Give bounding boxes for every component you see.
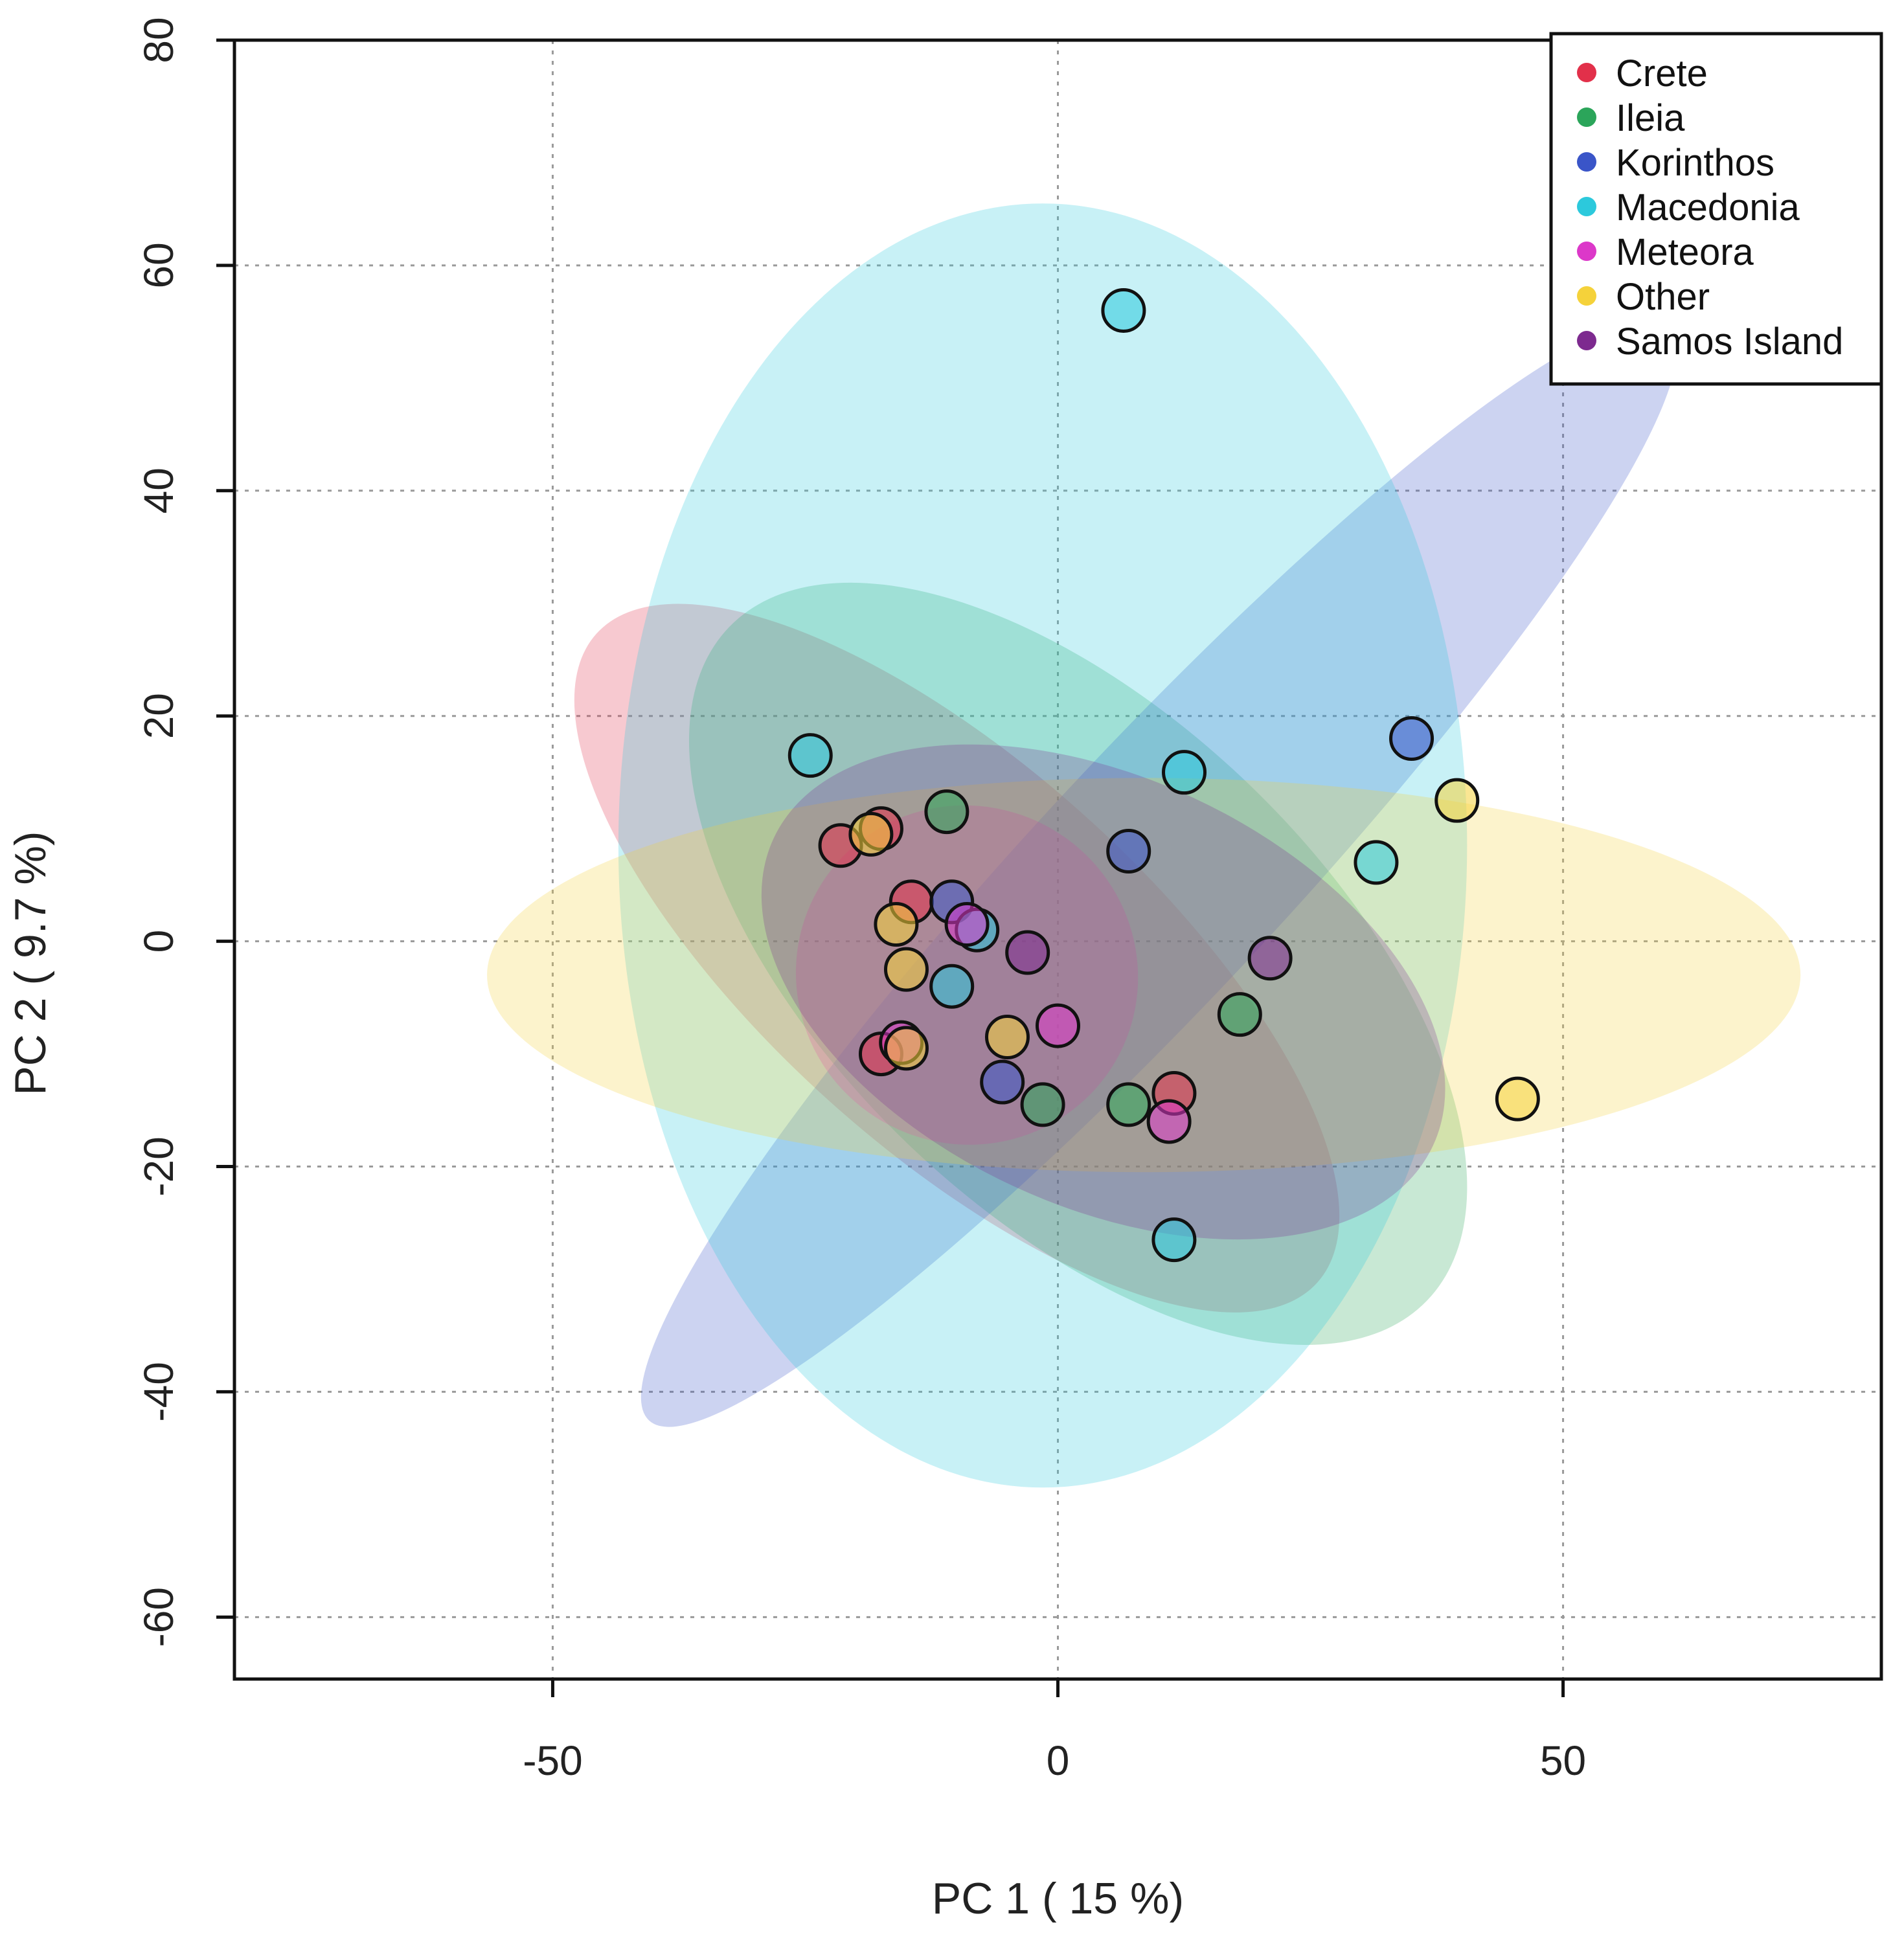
legend-label: Meteora <box>1616 231 1754 273</box>
point-meteora <box>1036 1003 1080 1048</box>
legend-label: Korinthos <box>1616 142 1774 184</box>
ellipse-ileia <box>688 582 1468 1345</box>
legend: CreteIleiaKorinthosMacedoniaMeteoraOther… <box>1549 32 1883 386</box>
ellipse-other <box>487 778 1801 1173</box>
ellipse-samos-island <box>761 744 1445 1240</box>
y-tick-label: -20 <box>135 1136 182 1197</box>
legend-marker-korinthos <box>1577 152 1596 172</box>
point-samos-island <box>1005 930 1050 975</box>
legend-marker-macedonia <box>1577 197 1596 216</box>
confidence-ellipses <box>487 203 1801 1488</box>
ellipse-macedonia <box>618 203 1468 1488</box>
y-tick-label: 60 <box>135 242 182 288</box>
point-macedonia <box>929 964 975 1009</box>
axes: -50 0 50 -60 -40 -20 0 20 40 60 80 <box>135 17 1586 1784</box>
y-tick-label: -60 <box>135 1587 182 1647</box>
legend-label: Samos Island <box>1616 321 1843 363</box>
legend-label: Other <box>1616 276 1710 318</box>
point-macedonia <box>1354 840 1399 885</box>
x-tick-label: 0 <box>1047 1737 1070 1784</box>
legend-label: Macedonia <box>1616 186 1800 229</box>
point-macedonia <box>1162 750 1207 795</box>
legend-box <box>1549 32 1883 386</box>
x-tick-label: -50 <box>523 1737 583 1784</box>
point-other <box>984 1014 1030 1059</box>
ellipse-korinthos <box>640 320 1677 1427</box>
legend-marker-other <box>1577 286 1596 306</box>
point-ileia <box>1217 992 1262 1037</box>
legend-marker-samos-island <box>1577 331 1596 350</box>
x-axis-label: PC 1 ( 15 %) <box>932 1874 1184 1923</box>
point-other <box>848 811 894 857</box>
ellipse-crete <box>574 603 1340 1313</box>
point-ileia <box>1020 1082 1065 1127</box>
y-tick-label: 80 <box>135 17 182 63</box>
y-tick-label: 20 <box>135 693 182 739</box>
y-axis-label: PC 2 ( 9.7 %) <box>6 831 55 1095</box>
legend-marker-crete <box>1577 63 1596 82</box>
point-korinthos <box>1389 716 1434 761</box>
legend-marker-ileia <box>1577 107 1596 127</box>
point-ileia <box>924 789 969 835</box>
point-other <box>1434 778 1480 823</box>
point-other <box>874 902 919 947</box>
point-other <box>883 1026 929 1071</box>
x-tick-label: 50 <box>1540 1737 1586 1784</box>
legend-label: Ileia <box>1616 97 1685 139</box>
y-tick-label: 0 <box>135 930 182 953</box>
legend-marker-meteora <box>1577 242 1596 261</box>
point-macedonia <box>1151 1217 1197 1263</box>
y-tick-label: -40 <box>135 1362 182 1422</box>
point-korinthos <box>1106 828 1151 874</box>
data-points <box>788 288 1540 1263</box>
point-other <box>883 947 929 992</box>
point-samos-island <box>1247 936 1293 981</box>
legend-label: Crete <box>1616 52 1708 95</box>
point-meteora <box>944 902 990 947</box>
y-tick-label: 40 <box>135 468 182 513</box>
point-meteora <box>1146 1099 1192 1144</box>
point-macedonia <box>1101 288 1146 333</box>
point-korinthos <box>980 1059 1025 1105</box>
point-other <box>1495 1076 1540 1122</box>
point-macedonia <box>788 733 833 778</box>
point-ileia <box>1106 1082 1151 1127</box>
